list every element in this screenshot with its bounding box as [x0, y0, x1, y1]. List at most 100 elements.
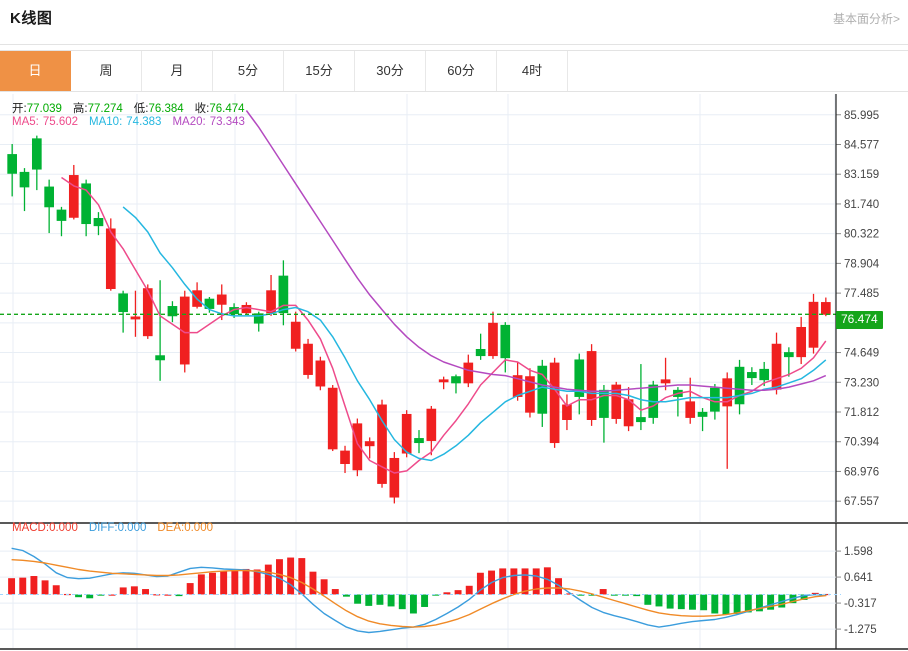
tab-2[interactable]: 月 — [142, 51, 213, 91]
price-tick-label-13: 67.557 — [844, 496, 879, 508]
macd-histogram-bar-12 — [142, 589, 149, 595]
macd-histogram-bar-28 — [320, 579, 328, 595]
macd-histogram-bar-68 — [767, 594, 775, 610]
macd-histogram-bar-59 — [666, 594, 674, 609]
candle-body-36 — [451, 376, 461, 384]
macd-histogram-bar-37 — [421, 594, 429, 607]
candle-body-32 — [401, 413, 412, 454]
price-tick-label-1: 84.577 — [844, 139, 879, 151]
price-tick-label-9: 73.230 — [844, 377, 879, 389]
macd-histogram-bar-63 — [711, 594, 719, 614]
tab-4[interactable]: 15分 — [284, 51, 355, 91]
macd-histogram-bar-15 — [175, 594, 183, 597]
macd-histogram-bar-52 — [588, 594, 596, 596]
macd-histogram-bar-1 — [19, 577, 27, 595]
candle-body-1 — [19, 171, 30, 188]
macd-histogram-bar-33 — [376, 594, 384, 605]
candle-body-23 — [290, 321, 301, 349]
timeframe-tabbar: 日周月 5分 15分 30分 60分 4时 — [0, 50, 908, 92]
candle-body-43 — [537, 365, 548, 414]
candle-body-30 — [377, 404, 387, 484]
candle-body-29 — [364, 441, 375, 447]
macd-histogram-bar-54 — [610, 594, 618, 596]
tab-0[interactable]: 日 — [0, 51, 71, 91]
tab-5[interactable]: 30分 — [355, 51, 426, 91]
chart-background — [0, 92, 908, 651]
current-price-badge: 76.474 — [836, 311, 883, 329]
chart-container[interactable]: 85.995 84.577 83.159 81.740 80.322 78.904 77.4… — [0, 92, 908, 651]
candle-body-3 — [44, 186, 54, 208]
candle-body-44 — [549, 362, 560, 444]
candle-body-2 — [31, 138, 42, 170]
ma10-line — [122, 206, 827, 462]
kline-candlestick-svg[interactable]: 85.995 84.577 83.159 81.740 80.322 78.904 77.4… — [0, 92, 908, 651]
candle-body-16 — [204, 298, 215, 309]
macd-histogram-bar-25 — [287, 557, 295, 595]
candle-body-62 — [771, 343, 782, 390]
macd-histogram-bar-42 — [476, 572, 484, 595]
macd-dea-line — [11, 559, 827, 628]
macd-histogram-bar-45 — [510, 568, 518, 595]
macd-histogram-bar-40 — [454, 590, 462, 595]
tab-1[interactable]: 周 — [71, 51, 142, 91]
macd-histogram-bar-61 — [689, 594, 696, 610]
macd-histogram-bar-24 — [276, 559, 283, 595]
price-tick-label-5: 78.904 — [844, 258, 880, 270]
macd-histogram-bar-56 — [633, 594, 641, 597]
macd-histogram-bar-16 — [186, 583, 194, 595]
macd-histogram-bar-23 — [264, 564, 272, 595]
tab-7[interactable]: 4时 — [497, 51, 568, 91]
candle-body-14 — [179, 296, 190, 365]
macd-histogram-bar-41 — [465, 585, 473, 595]
candle-body-31 — [389, 457, 400, 498]
candle-body-6 — [81, 183, 91, 225]
candle-body-28 — [352, 423, 363, 471]
macd-histogram-bar-20 — [231, 570, 239, 595]
tab-3[interactable]: 5分 — [213, 51, 284, 91]
macd-histogram-bar-18 — [209, 572, 216, 595]
price-tick-label-2: 83.159 — [844, 169, 879, 181]
macd-histogram-bar-57 — [644, 594, 652, 605]
candle-body-17 — [216, 294, 227, 305]
macd-tick-label-3: -1.275 — [844, 624, 877, 636]
candle-body-0 — [7, 154, 18, 174]
macd-histogram-bar-48 — [543, 567, 551, 595]
candle-body-66 — [820, 302, 831, 315]
macd-histogram-bar-39 — [443, 592, 451, 595]
candle-body-46 — [574, 359, 585, 397]
macd-histogram-bar-11 — [130, 586, 138, 595]
candle-body-65 — [808, 301, 819, 348]
candle-body-59 — [734, 366, 745, 405]
macd-histogram-bar-60 — [677, 594, 685, 610]
tab-6[interactable]: 60分 — [426, 51, 497, 91]
candle-body-55 — [685, 401, 696, 418]
candle-body-24 — [303, 343, 313, 375]
macd-histogram-bar-7 — [86, 594, 94, 599]
candle-body-22 — [278, 275, 289, 314]
candle-body-11 — [142, 288, 153, 337]
tabbar-filler — [568, 51, 908, 91]
candle-body-50 — [623, 399, 634, 427]
candle-body-48 — [599, 389, 609, 418]
candle-body-45 — [562, 404, 572, 420]
macd-histogram-bar-55 — [622, 594, 629, 596]
fundamental-analysis-link[interactable]: 基本面分析> — [832, 12, 900, 26]
price-tick-label-6: 77.485 — [844, 288, 879, 300]
candle-body-56 — [697, 411, 708, 417]
macd-histogram-bar-51 — [577, 594, 585, 596]
candle-body-12 — [155, 355, 165, 361]
macd-tick-label-2: -0.317 — [844, 598, 877, 610]
candle-body-9 — [118, 293, 128, 313]
candle-body-39 — [488, 322, 498, 357]
candle-body-10 — [130, 316, 141, 320]
macd-histogram-bar-31 — [354, 594, 362, 604]
ma5-line — [61, 176, 827, 474]
macd-histogram-bar-30 — [342, 594, 350, 597]
candle-body-4 — [56, 209, 67, 221]
candle-body-64 — [796, 326, 807, 358]
macd-histogram-bar-50 — [566, 593, 574, 595]
candle-body-26 — [327, 387, 338, 450]
price-tick-label-12: 68.976 — [844, 466, 879, 478]
macd-histogram-bar-53 — [599, 589, 607, 595]
candle-body-35 — [438, 379, 449, 383]
